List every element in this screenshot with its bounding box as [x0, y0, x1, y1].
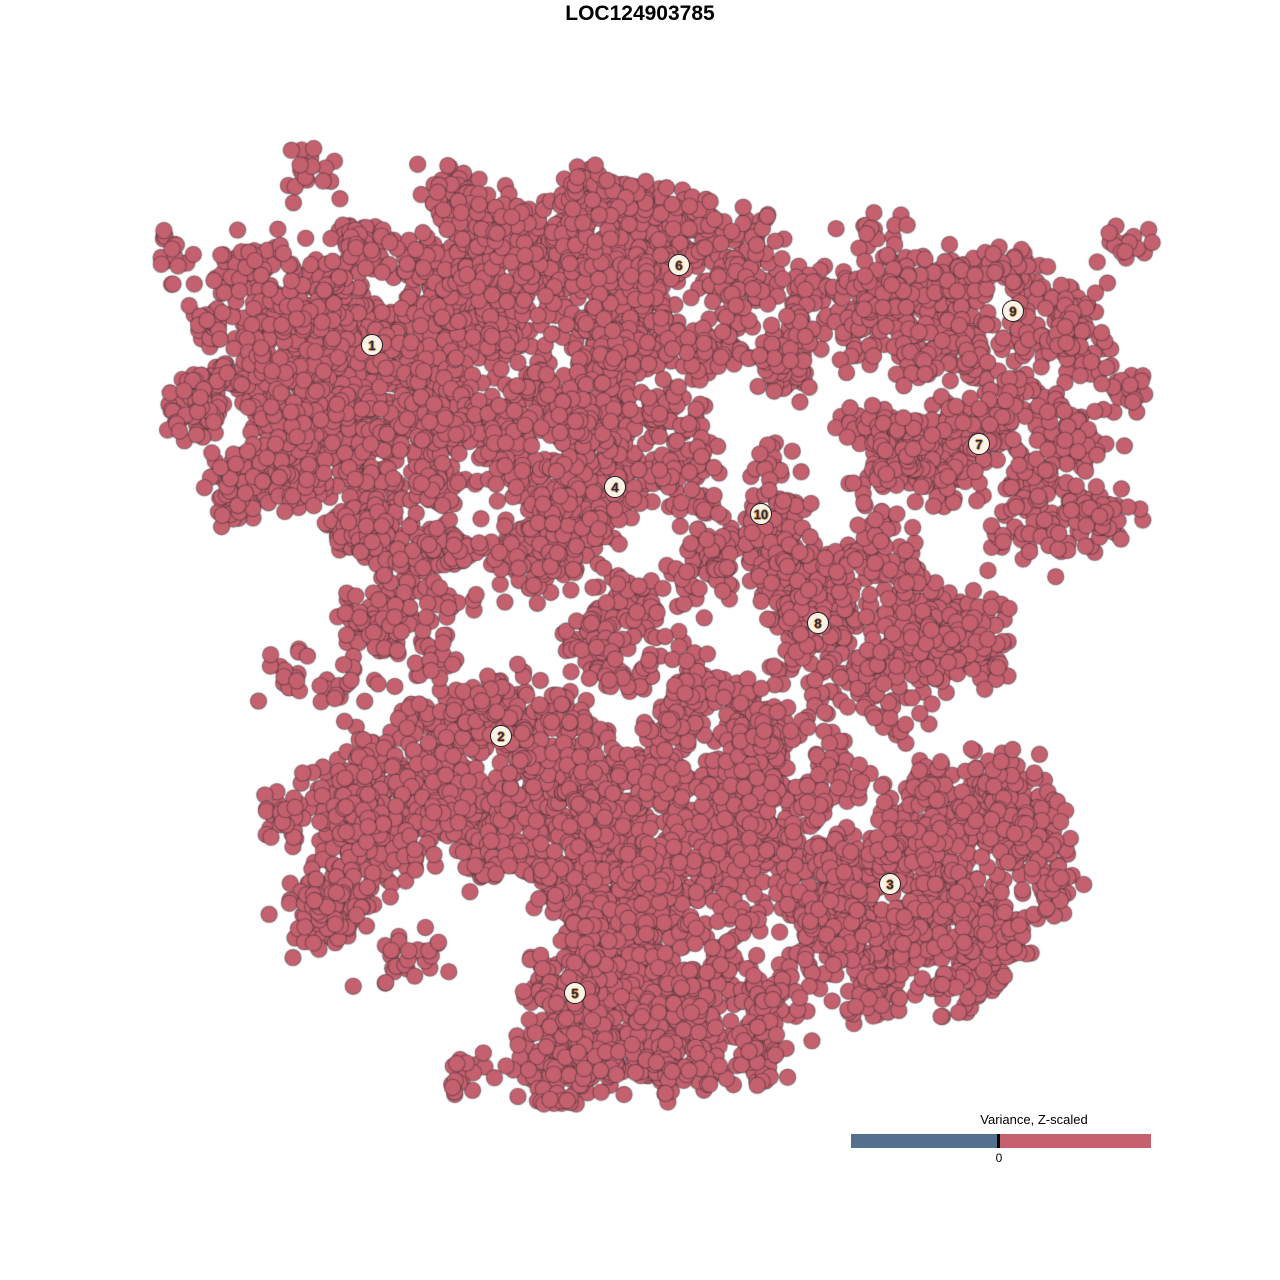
legend-title: Variance, Z-scaled [980, 1112, 1088, 1127]
colorbar-negative-half [851, 1134, 999, 1148]
legend-tick-zero: 0 [995, 1151, 1003, 1165]
colorbar-zero-divider [997, 1134, 1001, 1148]
colorbar-positive-half [998, 1134, 1151, 1148]
colorbar [851, 1134, 1151, 1148]
